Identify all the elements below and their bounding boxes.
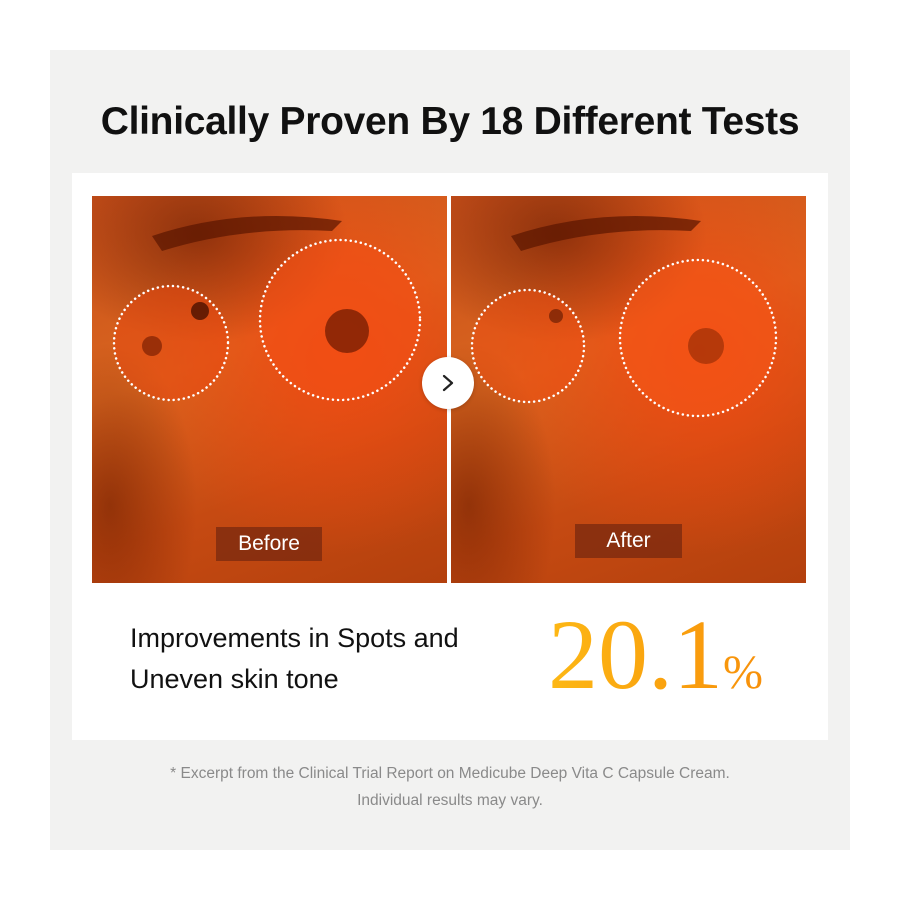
before-photo-overlay — [112, 216, 422, 402]
stat-unit: % — [723, 646, 763, 699]
stat-value: 20.1 — [548, 599, 723, 710]
page-title: Clinically Proven By 18 Different Tests — [100, 100, 800, 143]
after-label: After — [575, 524, 682, 558]
footnote: * Excerpt from the Clinical Trial Report… — [0, 760, 900, 814]
footnote-line-2: Individual results may vary. — [357, 792, 543, 809]
after-spot-circle-large — [618, 258, 778, 418]
improvement-description: Improvements in Spots and Uneven skin to… — [130, 618, 459, 700]
after-photo — [451, 196, 806, 583]
improvement-line-2: Uneven skin tone — [130, 664, 339, 694]
after-spot-circle-small — [470, 288, 586, 404]
improvement-stat: 20.1% — [548, 600, 763, 728]
before-spot-circle-small — [112, 284, 230, 402]
before-spot-circle-large — [258, 238, 422, 402]
before-photo — [92, 196, 447, 583]
footnote-line-1: * Excerpt from the Clinical Trial Report… — [170, 765, 730, 782]
after-photo-overlay — [470, 216, 778, 418]
chevron-right-icon — [442, 374, 454, 392]
improvement-line-1: Improvements in Spots and — [130, 623, 459, 653]
compare-arrow-button — [422, 357, 474, 409]
before-label: Before — [216, 527, 322, 561]
